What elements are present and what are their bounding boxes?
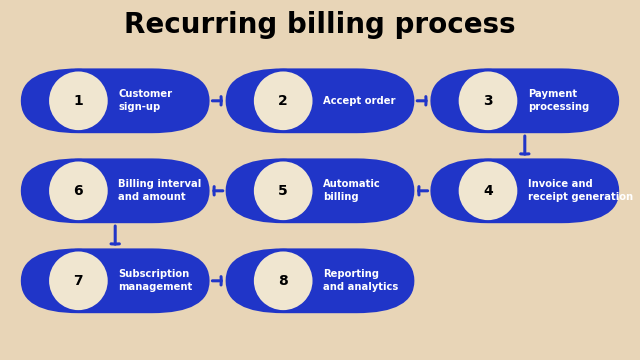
Ellipse shape [252, 160, 314, 221]
Text: 7: 7 [74, 274, 83, 288]
Text: 6: 6 [74, 184, 83, 198]
Text: 8: 8 [278, 274, 288, 288]
Ellipse shape [252, 70, 314, 131]
Text: Billing interval
and amount: Billing interval and amount [118, 179, 202, 202]
Text: 4: 4 [483, 184, 493, 198]
Ellipse shape [48, 70, 109, 131]
Text: 2: 2 [278, 94, 288, 108]
FancyBboxPatch shape [20, 248, 210, 313]
Text: Reporting
and analytics: Reporting and analytics [323, 269, 398, 292]
FancyBboxPatch shape [430, 158, 620, 223]
Text: Invoice and
receipt generation: Invoice and receipt generation [528, 179, 633, 202]
Ellipse shape [252, 250, 314, 311]
Text: Accept order: Accept order [323, 96, 396, 106]
Text: 3: 3 [483, 94, 493, 108]
Text: Payment
processing: Payment processing [528, 89, 589, 112]
FancyBboxPatch shape [20, 158, 210, 223]
Text: Subscription
management: Subscription management [118, 269, 193, 292]
Ellipse shape [457, 160, 519, 221]
FancyBboxPatch shape [20, 68, 210, 133]
Text: Automatic
billing: Automatic billing [323, 179, 381, 202]
Ellipse shape [48, 250, 109, 311]
Text: Customer
sign-up: Customer sign-up [118, 89, 172, 112]
Text: Recurring billing process: Recurring billing process [124, 11, 516, 39]
FancyBboxPatch shape [226, 68, 415, 133]
Text: 1: 1 [74, 94, 83, 108]
FancyBboxPatch shape [226, 158, 415, 223]
FancyBboxPatch shape [226, 248, 415, 313]
FancyBboxPatch shape [430, 68, 620, 133]
Text: 5: 5 [278, 184, 288, 198]
Ellipse shape [457, 70, 519, 131]
Ellipse shape [48, 160, 109, 221]
